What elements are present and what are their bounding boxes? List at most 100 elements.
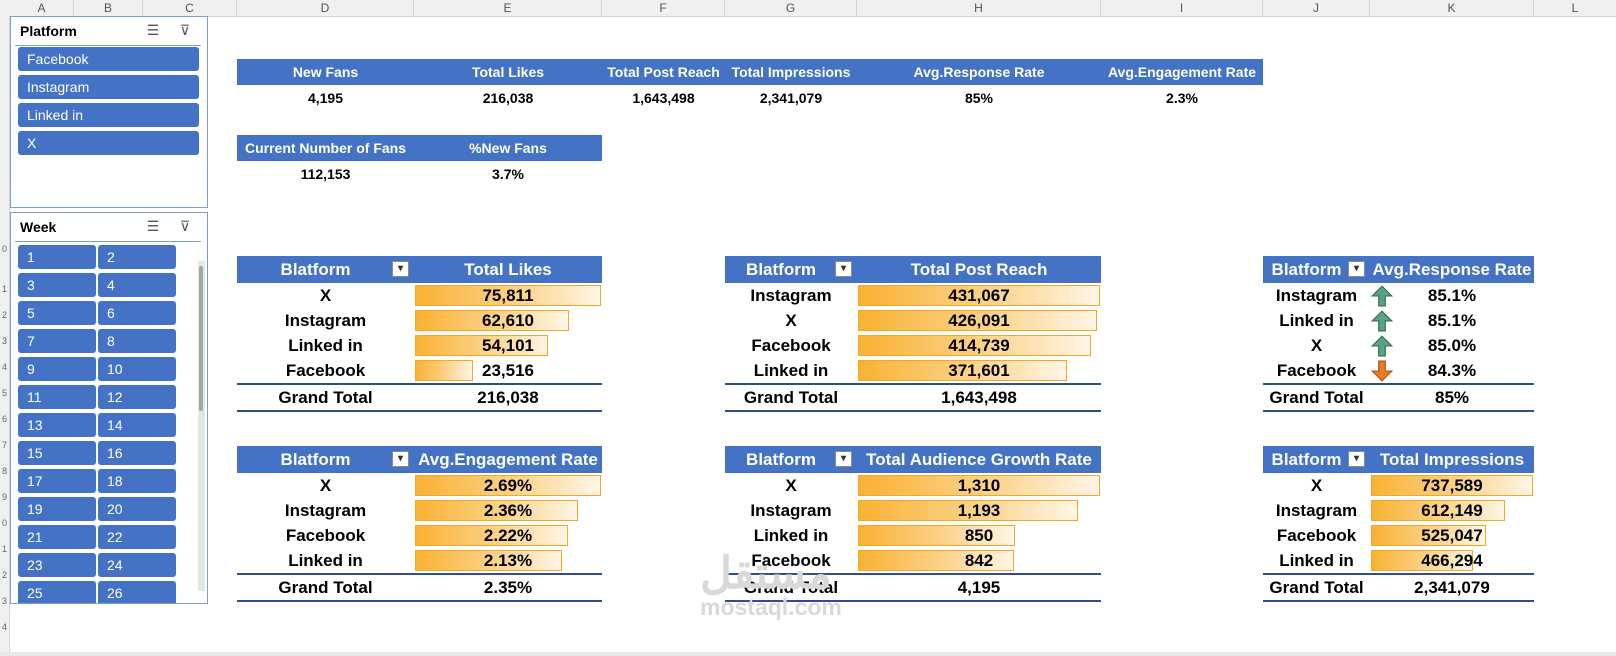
pivot-row[interactable]: Instagram 431,067: [725, 283, 1101, 308]
week-item[interactable]: 3: [18, 273, 96, 297]
week-item[interactable]: 24: [98, 553, 176, 577]
row-header[interactable]: 9: [1, 492, 7, 502]
pivot-row[interactable]: Linked in 54,101: [237, 333, 602, 358]
week-item[interactable]: 20: [98, 497, 176, 521]
row-header[interactable]: 8: [1, 466, 7, 476]
week-item[interactable]: 8: [98, 329, 176, 353]
clear-filter-icon[interactable]: ⊽: [179, 218, 191, 234]
col-header[interactable]: G: [725, 0, 857, 16]
pivot-row[interactable]: Instagram 612,149: [1263, 498, 1534, 523]
row-header[interactable]: 1: [1, 544, 7, 554]
sort-filter-icon[interactable]: ▾: [392, 451, 409, 467]
sort-filter-icon[interactable]: ▾: [835, 261, 852, 277]
week-item[interactable]: 21: [18, 525, 96, 549]
week-item[interactable]: 11: [18, 385, 96, 409]
week-item[interactable]: 6: [98, 301, 176, 325]
slicer-scrollbar[interactable]: [198, 261, 205, 591]
pivot-row[interactable]: Instagram 2.36%: [237, 498, 602, 523]
col-header[interactable]: K: [1370, 0, 1534, 16]
grand-total-row[interactable]: Grand Total 216,038: [237, 383, 602, 412]
week-item[interactable]: 23: [18, 553, 96, 577]
row-header[interactable]: 1: [1, 284, 7, 294]
pivot-row[interactable]: Instagram 85.1%: [1263, 283, 1534, 308]
col-header[interactable]: E: [414, 0, 602, 16]
pivot-row[interactable]: Facebook 84.3%: [1263, 358, 1534, 383]
week-item[interactable]: 2: [98, 245, 176, 269]
pivot-row[interactable]: Linked in 2.13%: [237, 548, 602, 573]
scrollbar-thumb[interactable]: [199, 266, 203, 411]
grand-total-row[interactable]: Grand Total 85%: [1263, 383, 1534, 412]
col-header[interactable]: I: [1101, 0, 1263, 16]
col-header[interactable]: A: [10, 0, 74, 16]
row-header[interactable]: 5: [1, 388, 7, 398]
multi-select-icon[interactable]: ☰: [146, 22, 160, 38]
clear-filter-icon[interactable]: ⊽: [179, 22, 191, 38]
pivot-row[interactable]: Facebook 842: [725, 548, 1101, 573]
week-item[interactable]: 4: [98, 273, 176, 297]
sort-filter-icon[interactable]: ▾: [1348, 451, 1365, 467]
slicer-item-instagram[interactable]: Instagram: [18, 75, 199, 99]
multi-select-icon[interactable]: ☰: [146, 218, 160, 234]
row-header[interactable]: 2: [1, 310, 7, 320]
week-item[interactable]: 16: [98, 441, 176, 465]
week-item[interactable]: 17: [18, 469, 96, 493]
row-header[interactable]: 7: [1, 440, 7, 450]
pivot-row[interactable]: Instagram 1,193: [725, 498, 1101, 523]
row-header[interactable]: 4: [1, 362, 7, 372]
row-header[interactable]: 2: [1, 570, 7, 580]
slicer-item-facebook[interactable]: Facebook: [18, 47, 199, 71]
col-header[interactable]: J: [1263, 0, 1370, 16]
row-header[interactable]: 0: [1, 518, 7, 528]
week-item[interactable]: 10: [98, 357, 176, 381]
row-header[interactable]: 4: [1, 622, 7, 632]
col-header[interactable]: B: [74, 0, 143, 16]
sort-filter-icon[interactable]: ▾: [392, 261, 409, 277]
week-item[interactable]: 26: [98, 581, 176, 603]
week-item[interactable]: 14: [98, 413, 176, 437]
grand-total-row[interactable]: Grand Total 4,195: [725, 573, 1101, 602]
row-header[interactable]: 6: [1, 414, 7, 424]
sort-filter-icon[interactable]: ▾: [1348, 261, 1365, 277]
pivot-row[interactable]: Facebook 525,047: [1263, 523, 1534, 548]
row-header[interactable]: 0: [1, 244, 7, 254]
week-item[interactable]: 12: [98, 385, 176, 409]
slicer-item-linkedin[interactable]: Linked in: [18, 103, 199, 127]
week-item[interactable]: 9: [18, 357, 96, 381]
col-header[interactable]: D: [237, 0, 414, 16]
pivot-row[interactable]: Facebook 2.22%: [237, 523, 602, 548]
week-item[interactable]: 15: [18, 441, 96, 465]
week-item[interactable]: 22: [98, 525, 176, 549]
pivot-row[interactable]: X 75,811: [237, 283, 602, 308]
col-header[interactable]: L: [1534, 0, 1616, 16]
pivot-row[interactable]: X 85.0%: [1263, 333, 1534, 358]
week-item[interactable]: 1: [18, 245, 96, 269]
col-header[interactable]: C: [143, 0, 237, 16]
week-slicer: Week ☰ ⊽ 1 2 3 4 5 6 7 8 9 10 11 12 13 14 15 16 17 18 19 20…: [10, 212, 208, 604]
pivot-row[interactable]: Linked in 371,601: [725, 358, 1101, 383]
week-item[interactable]: 18: [98, 469, 176, 493]
pivot-row[interactable]: X 1,310: [725, 473, 1101, 498]
grand-total-row[interactable]: Grand Total 1,643,498: [725, 383, 1101, 412]
week-item[interactable]: 25: [18, 581, 96, 603]
row-header[interactable]: 3: [1, 336, 7, 346]
row-header[interactable]: 3: [1, 596, 7, 606]
pivot-row[interactable]: Linked in 466,294: [1263, 548, 1534, 573]
col-header[interactable]: F: [602, 0, 725, 16]
pivot-row[interactable]: X 426,091: [725, 308, 1101, 333]
pivot-row[interactable]: Facebook 23,516: [237, 358, 602, 383]
pivot-row[interactable]: X 2.69%: [237, 473, 602, 498]
pivot-row[interactable]: Instagram 62,610: [237, 308, 602, 333]
week-item[interactable]: 5: [18, 301, 96, 325]
pivot-row[interactable]: Facebook 414,739: [725, 333, 1101, 358]
pivot-row[interactable]: X 737,589: [1263, 473, 1534, 498]
week-item[interactable]: 7: [18, 329, 96, 353]
col-header[interactable]: H: [857, 0, 1101, 16]
grand-total-row[interactable]: Grand Total 2.35%: [237, 573, 602, 602]
slicer-item-x[interactable]: X: [18, 131, 199, 155]
week-item[interactable]: 13: [18, 413, 96, 437]
week-item[interactable]: 19: [18, 497, 96, 521]
pivot-row[interactable]: Linked in 850: [725, 523, 1101, 548]
sort-filter-icon[interactable]: ▾: [835, 451, 852, 467]
pivot-row[interactable]: Linked in 85.1%: [1263, 308, 1534, 333]
grand-total-row[interactable]: Grand Total 2,341,079: [1263, 573, 1534, 602]
